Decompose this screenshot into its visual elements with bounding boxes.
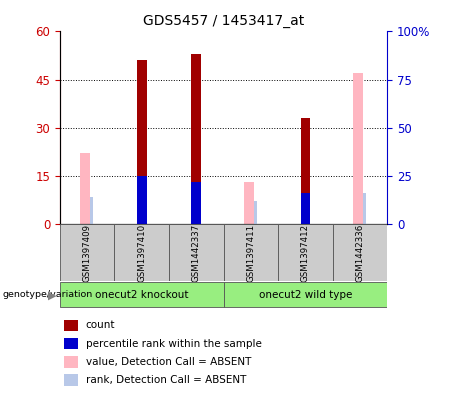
Bar bbox=[224, 224, 278, 281]
Text: onecut2 wild type: onecut2 wild type bbox=[259, 290, 352, 300]
Text: GSM1397411: GSM1397411 bbox=[246, 224, 255, 281]
Text: count: count bbox=[86, 320, 115, 331]
Bar bbox=[254, 201, 257, 224]
Bar bbox=[64, 374, 78, 386]
Bar bbox=[301, 118, 310, 224]
Bar bbox=[224, 282, 387, 307]
Text: genotype/variation: genotype/variation bbox=[2, 290, 93, 299]
Bar bbox=[64, 320, 78, 331]
Bar bbox=[191, 54, 201, 224]
Bar bbox=[80, 153, 90, 224]
Bar bbox=[64, 338, 78, 349]
Bar bbox=[333, 224, 387, 281]
Title: GDS5457 / 1453417_at: GDS5457 / 1453417_at bbox=[143, 14, 304, 28]
Bar bbox=[114, 224, 169, 281]
Bar bbox=[169, 224, 224, 281]
Bar bbox=[301, 193, 310, 224]
Bar bbox=[278, 224, 333, 281]
Text: ▶: ▶ bbox=[48, 290, 56, 301]
Text: percentile rank within the sample: percentile rank within the sample bbox=[86, 339, 261, 349]
Bar bbox=[60, 224, 114, 281]
Text: rank, Detection Call = ABSENT: rank, Detection Call = ABSENT bbox=[86, 375, 246, 385]
Bar bbox=[191, 182, 201, 224]
Bar bbox=[137, 176, 147, 224]
Bar bbox=[60, 282, 224, 307]
Bar bbox=[363, 193, 366, 224]
Text: onecut2 knockout: onecut2 knockout bbox=[95, 290, 189, 300]
Text: GSM1397409: GSM1397409 bbox=[83, 224, 92, 281]
Bar bbox=[90, 197, 93, 224]
Text: GSM1442337: GSM1442337 bbox=[192, 223, 201, 282]
Bar bbox=[137, 60, 147, 224]
Bar bbox=[244, 182, 254, 224]
Text: GSM1397412: GSM1397412 bbox=[301, 224, 310, 281]
Text: GSM1397410: GSM1397410 bbox=[137, 224, 146, 281]
Bar bbox=[64, 356, 78, 367]
Text: value, Detection Call = ABSENT: value, Detection Call = ABSENT bbox=[86, 357, 251, 367]
Bar bbox=[353, 73, 363, 224]
Text: GSM1442336: GSM1442336 bbox=[355, 223, 365, 282]
